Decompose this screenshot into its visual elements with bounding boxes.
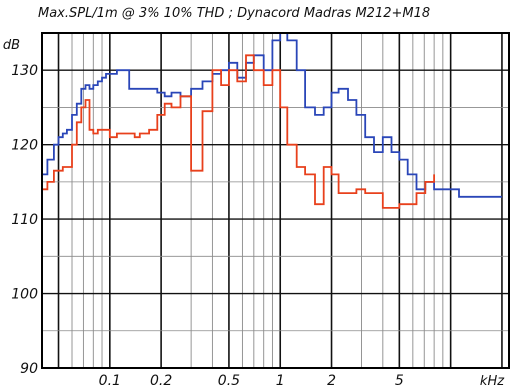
y-axis-unit-label: dB [3, 38, 20, 53]
x-axis-unit-label: kHz [480, 374, 505, 389]
x-tick-label: 0.5 [218, 373, 240, 389]
series-layer [42, 32, 502, 209]
x-tick-label: 2 [327, 373, 336, 389]
chart-title: Max.SPL/1m @ 3% 10% THD ; Dynacord Madra… [38, 6, 430, 21]
series-line-1 [42, 32, 502, 198]
tick-label-layer: 90 100 110 120 130 0.1 0.2 0.5 1 2 5 [11, 63, 404, 389]
x-tick-label: 0.2 [150, 373, 172, 389]
y-tick-label: 110 [11, 212, 38, 228]
x-tick-label: 0.1 [99, 373, 121, 389]
y-tick-label: 120 [11, 138, 38, 154]
x-tick-label: 1 [276, 373, 285, 389]
y-tick-label: 90 [20, 361, 38, 377]
plot-frame [41, 32, 510, 369]
x-tick-label: 5 [395, 373, 404, 389]
y-tick-label: 130 [11, 63, 38, 79]
y-tick-label: 100 [11, 287, 38, 303]
series-line-2 [42, 54, 435, 209]
